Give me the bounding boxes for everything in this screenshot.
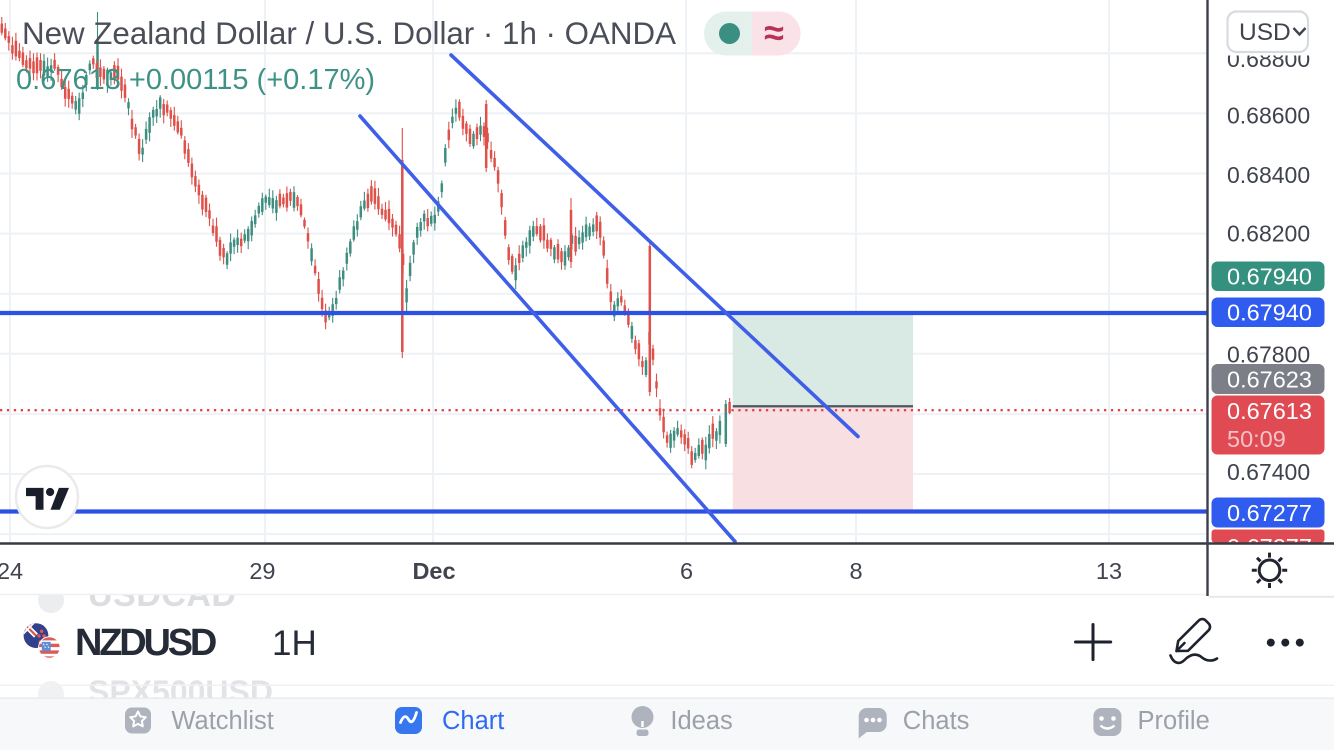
- svg-text:0.67623: 0.67623: [1227, 367, 1312, 393]
- svg-text:New Zealand Dollar / U.S. Doll: New Zealand Dollar / U.S. Dollar · 1h · …: [22, 16, 676, 51]
- svg-text:Ideas: Ideas: [670, 707, 732, 735]
- svg-text:0.67277: 0.67277: [1227, 500, 1312, 526]
- svg-text:0.68200: 0.68200: [1227, 221, 1310, 247]
- svg-text:Chart: Chart: [442, 707, 504, 735]
- svg-text:0.67800: 0.67800: [1227, 342, 1310, 368]
- svg-text:50:09: 50:09: [1227, 426, 1286, 452]
- svg-text:USD: USD: [1239, 19, 1291, 46]
- svg-text:24: 24: [0, 558, 23, 584]
- svg-text:Profile: Profile: [1138, 707, 1210, 735]
- svg-text:Watchlist: Watchlist: [171, 707, 274, 735]
- svg-text:Chats: Chats: [903, 707, 970, 735]
- svg-text:NZDUSD: NZDUSD: [75, 622, 216, 664]
- svg-text:0.67277: 0.67277: [1227, 534, 1312, 560]
- svg-text:0.67400: 0.67400: [1227, 459, 1310, 485]
- svg-text:0.67613 +0.00115 (+0.17%): 0.67613 +0.00115 (+0.17%): [16, 64, 375, 96]
- svg-text:0.67940: 0.67940: [1227, 264, 1312, 290]
- svg-text:0.68400: 0.68400: [1227, 162, 1310, 188]
- svg-text:6: 6: [680, 558, 693, 584]
- svg-text:0.68600: 0.68600: [1227, 103, 1310, 129]
- svg-text:Dec: Dec: [412, 558, 455, 584]
- svg-text:≈: ≈: [764, 12, 784, 53]
- svg-text:0.67940: 0.67940: [1227, 300, 1312, 326]
- svg-text:8: 8: [849, 558, 862, 584]
- svg-text:29: 29: [249, 558, 275, 584]
- svg-text:13: 13: [1096, 558, 1122, 584]
- svg-text:0.67613: 0.67613: [1227, 398, 1312, 424]
- svg-text:1H: 1H: [272, 624, 317, 663]
